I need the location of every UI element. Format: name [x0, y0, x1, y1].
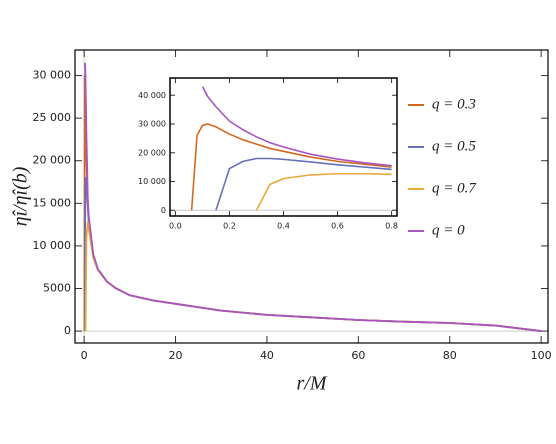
frame [74, 49, 549, 344]
y-tick-label: 0 [64, 324, 71, 337]
series-line [84, 62, 542, 332]
x-tick-label: 80 [443, 349, 457, 362]
y-axis-label: ηî/ηî(b) [10, 166, 32, 226]
y-tick-label: 20 000 [138, 148, 166, 157]
series-line [215, 157, 392, 211]
series-line [190, 123, 392, 211]
y-tick-label: 5000 [43, 281, 71, 294]
legend-label: q = 0.3 [432, 96, 476, 112]
x-tick-label: 0.6 [331, 222, 344, 231]
legend-label: q = 0 [432, 222, 465, 238]
x-tick-label: 0 [81, 349, 88, 362]
x-tick-label: 40 [260, 349, 274, 362]
y-tick-label: 15 000 [33, 196, 72, 209]
series-line [255, 172, 392, 211]
plot-area [190, 86, 392, 211]
frame [169, 77, 398, 217]
x-tick-label: 0.2 [223, 222, 236, 231]
y-tick-label: 0 [161, 206, 166, 215]
x-tick-label: 60 [351, 349, 365, 362]
x-tick-label: 0.8 [385, 222, 398, 231]
x-tick-label: 0.0 [169, 222, 182, 231]
x-tick-label: 0.4 [277, 222, 290, 231]
series-line [201, 86, 392, 167]
legend-label: q = 0.7 [432, 180, 477, 196]
y-tick-label: 25 000 [33, 111, 72, 124]
x-tick-label: 20 [169, 349, 183, 362]
series-line [84, 221, 542, 332]
y-tick-label: 40 000 [138, 91, 166, 100]
y-tick-label: 10 000 [33, 239, 72, 252]
plot-area [83, 62, 542, 332]
y-tick-label: 30 000 [33, 69, 72, 82]
x-axis-label: r/M [297, 373, 328, 395]
y-tick-label: 20 000 [33, 154, 72, 167]
y-tick-label: 10 000 [138, 177, 166, 186]
y-tick-label: 30 000 [138, 120, 166, 129]
legend-label: q = 0.5 [432, 138, 476, 154]
x-tick-label: 100 [531, 349, 552, 362]
